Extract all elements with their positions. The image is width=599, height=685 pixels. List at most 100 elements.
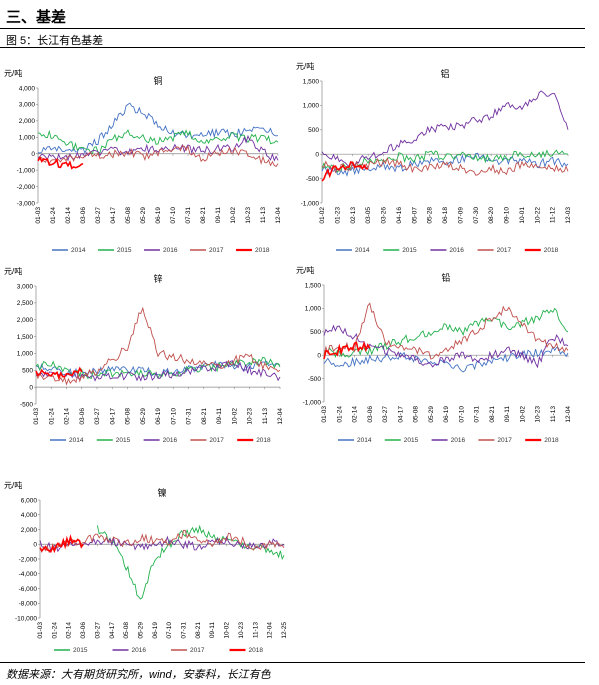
x-tick-label: 04-17 — [109, 622, 116, 639]
x-tick-label: 07-10 — [458, 406, 465, 423]
y-tick-label: 6,000 — [21, 497, 38, 504]
x-tick-label: 10-22 — [534, 207, 541, 224]
footer-divider — [0, 662, 585, 663]
y-tick-label: -10,000 — [15, 615, 37, 622]
x-tick-label: 02-14 — [64, 408, 71, 425]
y-tick-label: 1,500 — [303, 78, 320, 85]
y-tick-label: 0 — [317, 353, 321, 360]
title-divider — [0, 28, 585, 29]
x-tick-label: 07-31 — [474, 406, 481, 423]
series-line-2018 — [35, 366, 83, 381]
x-tick-label: 01-03 — [33, 408, 40, 425]
x-tick-label: 08-21 — [195, 622, 202, 639]
x-tick-label: 01-24 — [51, 622, 58, 639]
y-tick-label: -4,000 — [19, 571, 38, 578]
y-tick-label: 1,500 — [17, 334, 34, 341]
series-line-2014 — [323, 345, 569, 373]
x-tick-label: 05-08 — [123, 622, 130, 639]
series-line-2016 — [321, 90, 569, 168]
x-tick-label: 07-31 — [185, 207, 192, 224]
x-tick-label: 05-29 — [428, 406, 435, 423]
figure-caption: 图 5：长江有色基差 — [6, 35, 104, 47]
x-tick-label: 06-19 — [152, 622, 159, 639]
x-tick-label: 05-08 — [125, 207, 132, 224]
series-line-2016 — [37, 134, 279, 163]
series-line-2015 — [96, 524, 285, 600]
x-tick-label: 01-03 — [37, 622, 44, 639]
chart-title: 铜 — [153, 75, 162, 86]
x-tick-label: 07-09 — [457, 207, 464, 224]
x-tick-label: 10-23 — [245, 207, 252, 224]
y-unit-label: 元/吨 — [4, 480, 22, 490]
x-tick-label: 02-14 — [66, 622, 73, 639]
y-tick-label: 500 — [308, 127, 319, 134]
series-line-2017 — [37, 144, 279, 167]
series-line-2015 — [321, 149, 569, 174]
x-tick-label: 09-11 — [504, 406, 511, 423]
series-line-2016 — [35, 360, 281, 382]
y-tick-label: -1,000 — [303, 399, 322, 406]
series-line-2014 — [37, 102, 279, 155]
legend-label-2014: 2014 — [71, 247, 86, 254]
x-tick-label: 01-24 — [50, 207, 57, 224]
y-tick-label: 0 — [31, 151, 35, 158]
x-tick-label: 10-23 — [238, 622, 245, 639]
legend-label-2016: 2016 — [163, 437, 178, 444]
legend-label-2015: 2015 — [116, 437, 131, 444]
x-tick-label: 01-24 — [336, 406, 343, 423]
y-tick-label: -500 — [308, 376, 321, 383]
y-unit-label: 元/吨 — [296, 265, 314, 275]
y-tick-label: -1,000 — [301, 200, 320, 207]
x-tick-label: 08-20 — [488, 207, 495, 224]
legend-label-2017: 2017 — [190, 647, 205, 654]
x-tick-label: 06-19 — [155, 408, 162, 425]
y-tick-label: 2,000 — [17, 317, 34, 324]
x-tick-label: 12-03 — [565, 207, 572, 224]
y-tick-label: 2,000 — [19, 118, 36, 125]
x-tick-label: 10-23 — [535, 406, 542, 423]
x-tick-label: 04-16 — [396, 207, 403, 224]
x-tick-label: 05-08 — [125, 408, 132, 425]
x-tick-label: 07-31 — [181, 622, 188, 639]
x-tick-label: 12-25 — [281, 622, 288, 639]
x-tick-label: 02-14 — [65, 207, 72, 224]
x-tick-label: 11-13 — [260, 207, 267, 224]
legend-label-2017: 2017 — [209, 437, 224, 444]
legend-label-2015: 2015 — [117, 247, 132, 254]
legend-label-2016: 2016 — [163, 247, 178, 254]
y-unit-label: 元/吨 — [4, 266, 22, 276]
y-tick-label: 500 — [22, 368, 33, 375]
legend-label-2014: 2014 — [355, 247, 370, 254]
x-tick-label: 03-06 — [80, 207, 87, 224]
x-tick-label: 07-10 — [166, 622, 173, 639]
legend-label-2017: 2017 — [209, 247, 224, 254]
x-tick-label: 12-04 — [277, 408, 284, 425]
x-tick-label: 10-01 — [519, 207, 526, 224]
chart-title: 镍 — [157, 487, 166, 498]
x-tick-label: 04-17 — [397, 406, 404, 423]
legend-label-2015: 2015 — [73, 647, 88, 654]
x-tick-label: 09-11 — [216, 408, 223, 425]
x-tick-label: 05-29 — [137, 622, 144, 639]
x-tick-label: 03-27 — [94, 622, 101, 639]
x-tick-label: 07-31 — [186, 408, 193, 425]
x-tick-label: 11-12 — [550, 207, 557, 224]
series-line-2018 — [39, 534, 84, 554]
y-tick-label: -500 — [20, 401, 33, 408]
legend-label-2018: 2018 — [544, 247, 559, 254]
legend-label-2017: 2017 — [497, 247, 512, 254]
series-line-2017 — [35, 306, 281, 386]
x-tick-label: 09-11 — [209, 622, 216, 639]
y-tick-label: -500 — [306, 176, 319, 183]
y-tick-label: 3,000 — [17, 283, 34, 290]
y-tick-label: -2,000 — [19, 556, 38, 563]
x-tick-label: 03-06 — [79, 408, 86, 425]
x-tick-label: 12-04 — [267, 622, 274, 639]
x-tick-label: 06-19 — [155, 207, 162, 224]
x-tick-label: 07-10 — [170, 408, 177, 425]
source-note: 数据来源：大有期货研究所，wind，安泰科，长江有色 — [6, 669, 271, 681]
x-tick-label: 03-05 — [365, 207, 372, 224]
x-tick-label: 10-02 — [224, 622, 231, 639]
